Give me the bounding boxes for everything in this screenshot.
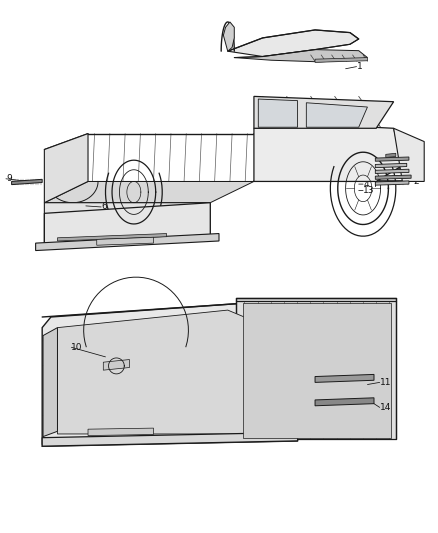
- Text: 1: 1: [357, 62, 362, 71]
- Text: 8: 8: [51, 229, 57, 238]
- Polygon shape: [97, 237, 153, 245]
- Polygon shape: [375, 181, 409, 185]
- Text: 11: 11: [380, 378, 391, 387]
- Polygon shape: [315, 58, 367, 62]
- Polygon shape: [43, 328, 57, 437]
- Polygon shape: [375, 175, 411, 179]
- Text: 9: 9: [6, 174, 12, 183]
- Polygon shape: [12, 179, 42, 184]
- Text: 13: 13: [51, 236, 62, 245]
- Polygon shape: [386, 154, 396, 158]
- Polygon shape: [223, 22, 234, 51]
- Polygon shape: [57, 310, 258, 434]
- Text: 3: 3: [363, 174, 369, 183]
- Polygon shape: [44, 181, 254, 203]
- Polygon shape: [42, 432, 297, 446]
- Polygon shape: [243, 303, 392, 438]
- Polygon shape: [35, 233, 219, 251]
- Polygon shape: [375, 164, 407, 167]
- Text: 2: 2: [413, 177, 419, 186]
- Text: 10: 10: [71, 343, 83, 352]
- Polygon shape: [42, 304, 297, 445]
- Text: 6: 6: [101, 203, 107, 212]
- Polygon shape: [315, 398, 374, 406]
- Polygon shape: [254, 96, 394, 128]
- Text: 13: 13: [363, 186, 374, 195]
- Polygon shape: [306, 103, 367, 127]
- Polygon shape: [375, 157, 409, 161]
- Polygon shape: [44, 203, 210, 245]
- Polygon shape: [44, 134, 88, 203]
- Polygon shape: [228, 30, 359, 56]
- Polygon shape: [234, 50, 367, 62]
- Text: 5: 5: [413, 164, 419, 173]
- Polygon shape: [57, 233, 166, 241]
- Polygon shape: [44, 203, 210, 245]
- Polygon shape: [375, 169, 409, 173]
- Text: 4: 4: [363, 180, 369, 189]
- Polygon shape: [254, 126, 403, 181]
- Polygon shape: [88, 428, 153, 435]
- Polygon shape: [315, 374, 374, 382]
- Text: 7: 7: [101, 209, 107, 218]
- Polygon shape: [258, 99, 297, 127]
- Polygon shape: [103, 360, 130, 370]
- Polygon shape: [237, 298, 396, 439]
- Text: 14: 14: [380, 403, 391, 412]
- Polygon shape: [394, 128, 424, 181]
